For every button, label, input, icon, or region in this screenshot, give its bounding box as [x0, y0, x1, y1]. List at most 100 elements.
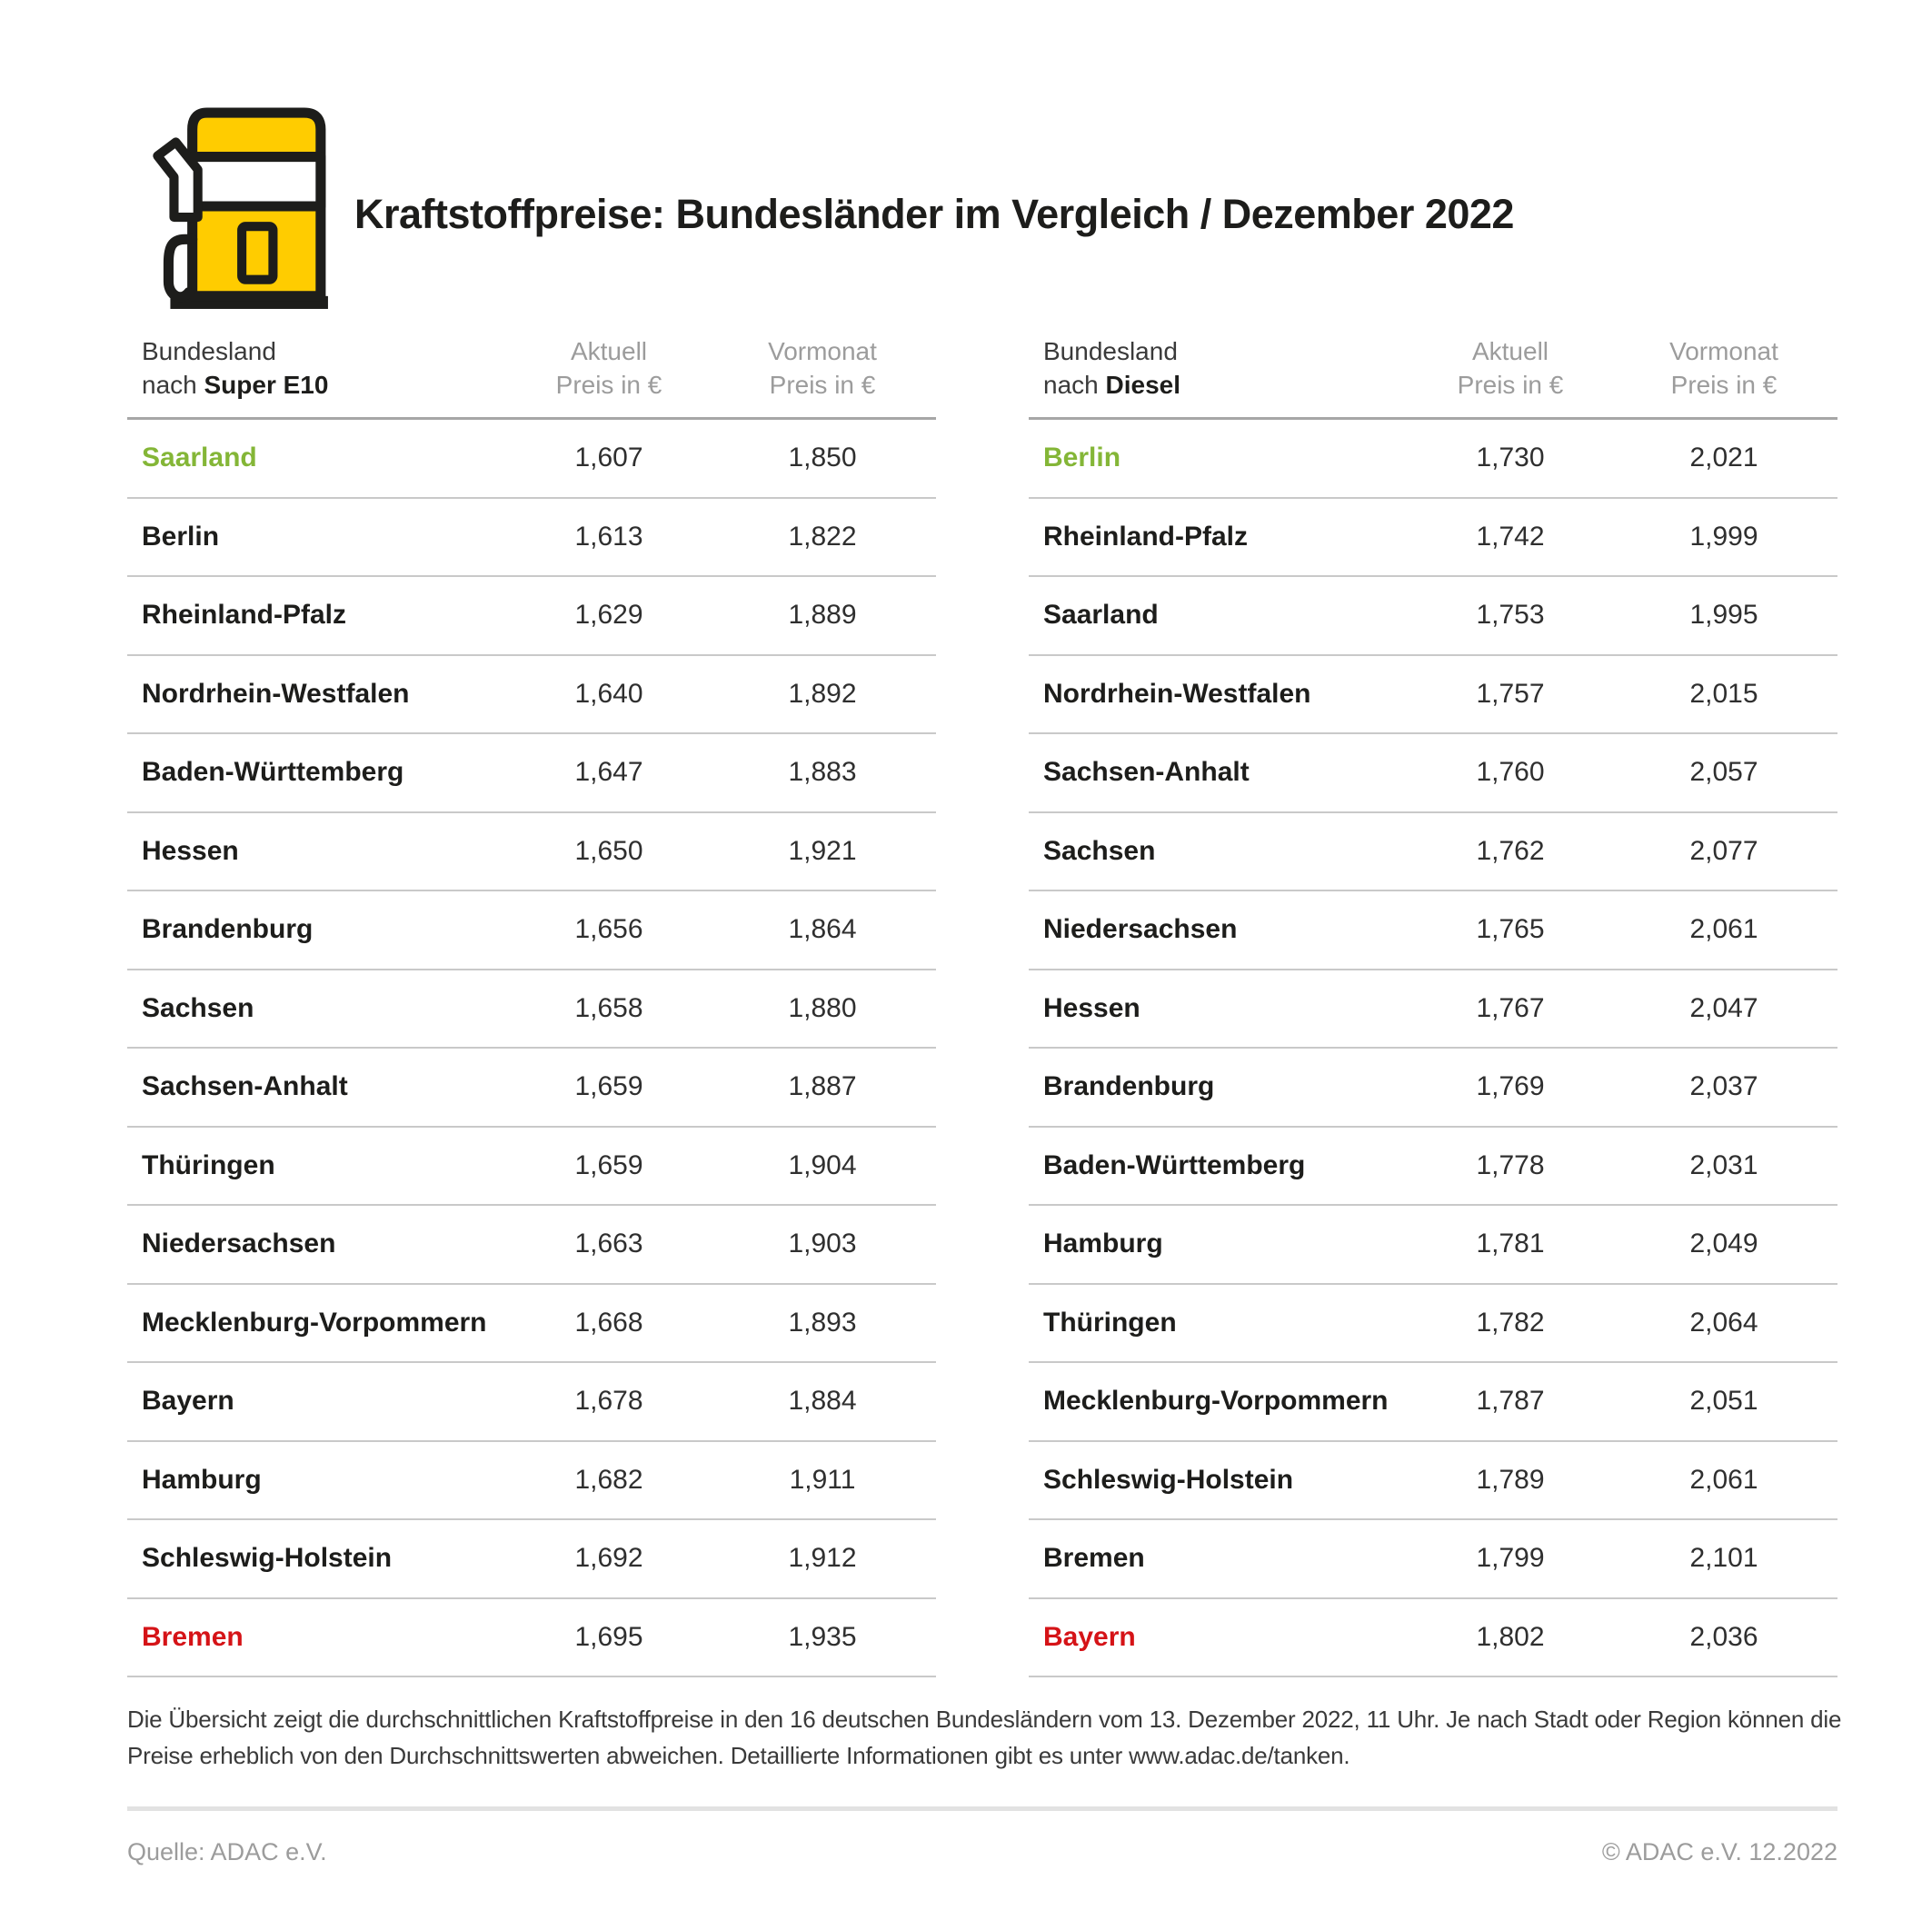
table-row: Mecklenburg-Vorpommern 1,787 2,051: [1029, 1363, 1837, 1442]
table-row: Sachsen 1,658 1,880: [127, 970, 936, 1049]
previous-price: 1,887: [788, 1071, 857, 1102]
current-price: 1,663: [574, 1229, 643, 1259]
column-header-state-line1: Bundesland: [142, 337, 276, 365]
column-header-state-line1: Bundesland: [1043, 337, 1178, 365]
table-row: Saarland 1,607 1,850: [127, 420, 936, 499]
pump-window: [237, 222, 278, 284]
state-name: Bremen: [142, 1621, 244, 1652]
previous-price: 2,047: [1689, 992, 1758, 1023]
state-name: Schleswig-Holstein: [1043, 1464, 1294, 1495]
state-name: Baden-Württemberg: [142, 757, 404, 788]
table-row: Sachsen-Anhalt 1,659 1,887: [127, 1049, 936, 1128]
state-name: Rheinland-Pfalz: [142, 600, 347, 631]
current-price: 1,757: [1476, 678, 1545, 709]
state-name: Mecklenburg-Vorpommern: [1043, 1386, 1389, 1417]
column-header-current: Aktuell Preis in €: [555, 337, 662, 399]
footer-divider: [127, 1806, 1837, 1811]
table-row: Brandenburg 1,656 1,864: [127, 891, 936, 970]
previous-price: 1,921: [788, 835, 857, 866]
previous-price: 2,061: [1689, 914, 1758, 945]
previous-price: 1,850: [788, 443, 857, 473]
table-row: Schleswig-Holstein 1,692 1,912: [127, 1520, 936, 1599]
table-row: Berlin 1,730 2,021: [1029, 420, 1837, 499]
table-row: Hamburg 1,682 1,911: [127, 1442, 936, 1520]
column-header-fuel-name: Diesel: [1105, 371, 1181, 399]
table-row: Hamburg 1,781 2,049: [1029, 1206, 1837, 1285]
previous-price: 1,880: [788, 992, 857, 1023]
table-body: Berlin 1,730 2,021 Rheinland-Pfalz 1,742 1,99…: [1029, 420, 1837, 1677]
column-header-current: Aktuell Preis in €: [1457, 337, 1564, 399]
state-name: Sachsen: [142, 992, 254, 1023]
copyright-label: © ADAC e.V. 12.2022: [1601, 1838, 1837, 1865]
table-row: Rheinland-Pfalz 1,629 1,889: [127, 577, 936, 656]
table-row: Brandenburg 1,769 2,037: [1029, 1049, 1837, 1128]
previous-price: 2,021: [1689, 443, 1758, 473]
state-name: Hessen: [1043, 992, 1140, 1023]
footnote-line2: Preise erheblich von den Durchschnittswe…: [127, 1742, 1350, 1769]
state-name: Berlin: [142, 521, 220, 552]
previous-price: 2,101: [1689, 1543, 1758, 1574]
current-price: 1,659: [574, 1149, 643, 1180]
current-price: 1,789: [1476, 1464, 1545, 1495]
tables: Bundesland nach Super E10 Aktuell Preis …: [127, 334, 1837, 1677]
current-price: 1,742: [1476, 521, 1545, 552]
current-price: 1,767: [1476, 992, 1545, 1023]
current-price: 1,640: [574, 678, 643, 709]
pump-band: [187, 151, 326, 212]
column-header-state: Bundesland nach Diesel: [1029, 334, 1410, 402]
column-header-state-prefix: nach: [142, 371, 204, 399]
table-row: Hessen 1,767 2,047: [1029, 970, 1837, 1049]
previous-price: 2,031: [1689, 1149, 1758, 1180]
state-name: Baden-Württemberg: [1043, 1149, 1306, 1180]
current-price: 1,781: [1476, 1229, 1545, 1259]
table-row: Sachsen 1,762 2,077: [1029, 813, 1837, 891]
current-price: 1,799: [1476, 1543, 1545, 1574]
page-title: Kraftstoffpreise: Bundesländer im Vergle…: [354, 191, 1514, 237]
state-name: Brandenburg: [142, 914, 314, 945]
state-name: Hamburg: [1043, 1229, 1163, 1259]
previous-price: 1,892: [788, 678, 857, 709]
previous-price: 1,911: [789, 1464, 856, 1495]
table-row: Thüringen 1,782 2,064: [1029, 1285, 1837, 1363]
previous-price: 2,049: [1689, 1229, 1758, 1259]
table-row: Nordrhein-Westfalen 1,757 2,015: [1029, 656, 1837, 734]
column-header-state-prefix: nach: [1043, 371, 1106, 399]
previous-price: 2,077: [1689, 835, 1758, 866]
header: Kraftstoffpreise: Bundesländer im Vergle…: [127, 102, 1837, 313]
column-header-previous: Vormonat Preis in €: [768, 337, 877, 399]
current-price: 1,762: [1476, 835, 1545, 866]
state-name: Brandenburg: [1043, 1071, 1215, 1102]
current-price: 1,695: [574, 1621, 643, 1652]
state-name: Hamburg: [142, 1464, 262, 1495]
pump-nozzle: [153, 137, 203, 223]
state-name: Bayern: [142, 1386, 234, 1417]
table-row: Berlin 1,613 1,822: [127, 499, 936, 577]
state-name: Thüringen: [1043, 1307, 1177, 1338]
previous-price: 2,051: [1689, 1386, 1758, 1417]
current-price: 1,760: [1476, 757, 1545, 788]
current-price: 1,787: [1476, 1386, 1545, 1417]
previous-price: 1,893: [788, 1307, 857, 1338]
previous-price: 1,903: [788, 1229, 857, 1259]
current-price: 1,778: [1476, 1149, 1545, 1180]
previous-price: 1,822: [788, 521, 857, 552]
current-price: 1,656: [574, 914, 643, 945]
state-name: Thüringen: [142, 1149, 275, 1180]
state-name: Schleswig-Holstein: [142, 1543, 393, 1574]
previous-price: 2,037: [1689, 1071, 1758, 1102]
previous-price: 2,064: [1689, 1307, 1758, 1338]
table-header: Bundesland nach Super E10 Aktuell Preis …: [127, 334, 936, 420]
infographic: Kraftstoffpreise: Bundesländer im Vergle…: [127, 0, 1841, 1866]
previous-price: 2,015: [1689, 678, 1758, 709]
state-name: Hessen: [142, 835, 239, 866]
previous-price: 1,864: [788, 914, 857, 945]
state-name: Nordrhein-Westfalen: [142, 678, 410, 709]
pump-hose: [163, 234, 198, 303]
table-super-e10: Bundesland nach Super E10 Aktuell Preis …: [127, 334, 936, 1677]
table-row: Sachsen-Anhalt 1,760 2,057: [1029, 734, 1837, 813]
previous-price: 1,884: [788, 1386, 857, 1417]
previous-price: 1,904: [788, 1149, 857, 1180]
current-price: 1,647: [574, 757, 643, 788]
table-row: Bremen 1,695 1,935: [127, 1599, 936, 1677]
previous-price: 2,057: [1689, 757, 1758, 788]
